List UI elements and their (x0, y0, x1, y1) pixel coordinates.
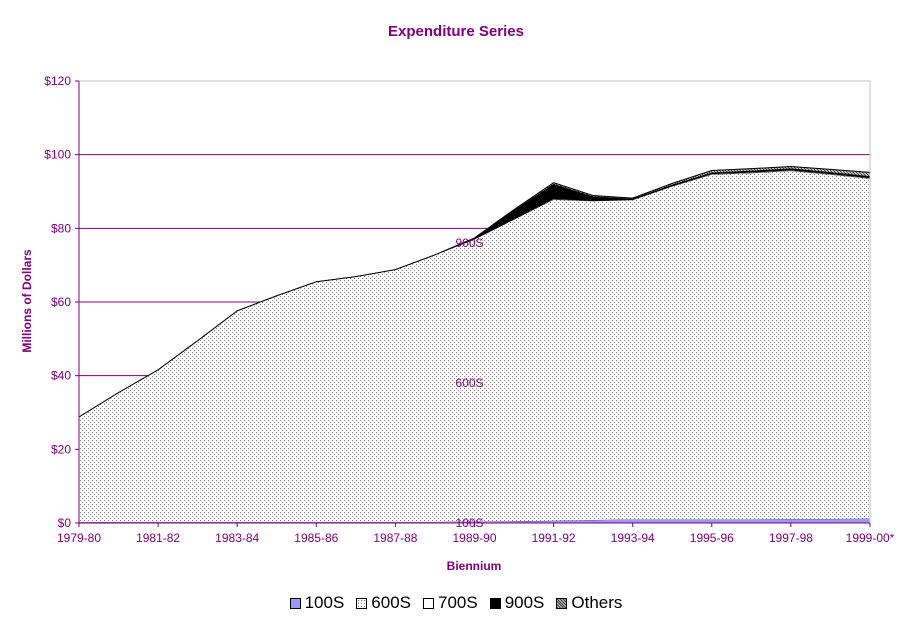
x-tick-label: 1983-84 (215, 531, 259, 545)
x-tick-label: 1999-00* (846, 531, 895, 545)
y-tick-label: $0 (58, 516, 72, 530)
y-axis-title: Millions of Dollars (20, 249, 34, 353)
x-tick-label: 1987-88 (373, 531, 417, 545)
area-series (78, 165, 871, 524)
legend-item-600s: 600S (356, 593, 411, 613)
x-tick-label: 1981-82 (136, 531, 180, 545)
y-tick-label: $20 (51, 442, 71, 456)
legend-swatch-100s (289, 597, 301, 609)
y-tick-label: $60 (51, 295, 71, 309)
area-600s (79, 170, 870, 523)
legend-swatch-others (556, 597, 568, 609)
legend-item-900s: 900S (489, 593, 545, 613)
x-tick-label: 1993-94 (611, 531, 655, 545)
annotation-600s: 600S (455, 376, 483, 390)
x-tick-label: 1979-80 (57, 531, 101, 545)
y-tick-label: $100 (44, 148, 71, 162)
y-tick-label: $40 (51, 369, 71, 383)
legend-swatch-900s (489, 597, 501, 609)
x-tick-label: 1997-98 (769, 531, 813, 545)
y-tick-label: $80 (51, 221, 71, 235)
total-outline (78, 165, 871, 418)
legend-label-others: Others (571, 593, 623, 612)
legend-item-others: Others (556, 593, 622, 613)
legend-label-600s: 600S (371, 593, 411, 612)
legend-swatch-600s (356, 597, 368, 609)
y-tick-label: $120 (44, 74, 71, 88)
y-tick-labels: $0 $20 $40 $60 $80 $100 $120 (44, 74, 79, 530)
annotation-900s: 900S (455, 236, 483, 250)
x-tick-label: 1995-96 (690, 531, 734, 545)
annotation-100s: 100S (455, 516, 483, 530)
legend-label-700s: 700S (437, 593, 478, 612)
legend-swatch-700s (422, 597, 434, 609)
area-annotations: 900S 600S 100S (455, 236, 483, 530)
x-axis-title: Biennium (447, 559, 502, 573)
x-tick-label: 1989-90 (452, 531, 496, 545)
x-tick-label: 1985-86 (294, 531, 338, 545)
x-tick-label: 1991-92 (532, 531, 576, 545)
legend-label-100s: 100S (304, 593, 345, 612)
legend-item-700s: 700S (422, 593, 478, 613)
chart-legend: 100S 600S 700S 900S Others (0, 593, 912, 613)
legend-label-900s: 900S (504, 593, 545, 612)
chart-title: Expenditure Series (388, 23, 524, 40)
x-tick-labels: 1979-80 1981-82 1983-84 1985-86 1987-88 1989-… (57, 523, 895, 545)
legend-item-100s: 100S (289, 593, 345, 613)
